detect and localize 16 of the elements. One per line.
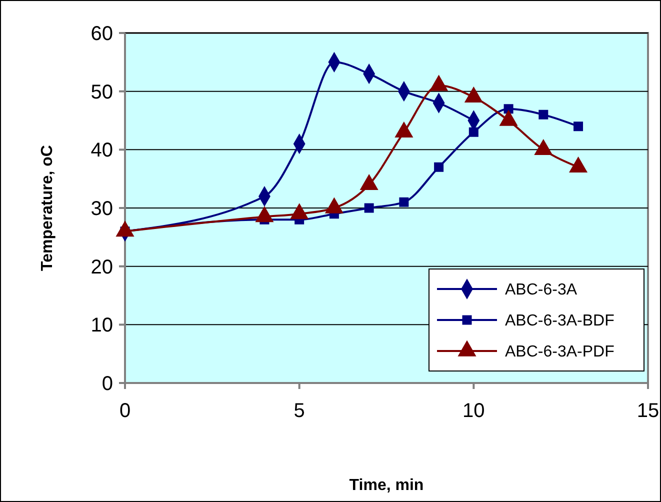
y-tick-label: 40 — [90, 140, 113, 162]
y-tick-label: 50 — [90, 81, 113, 104]
y-axis-title: Temperature, oC — [39, 144, 56, 271]
x-axis-title: Time, min — [349, 477, 424, 494]
x-tick-label: 10 — [462, 400, 485, 422]
legend-label: ABC-6-3A — [505, 282, 578, 299]
y-tick-label: 60 — [90, 23, 113, 45]
y-tick-label: 0 — [102, 373, 113, 395]
y-tick-label: 10 — [90, 314, 113, 337]
y-tick-label: 20 — [90, 256, 113, 278]
legend-label: ABC-6-3A-BDF — [505, 312, 615, 330]
x-tick-label: 0 — [119, 400, 131, 422]
legend-label: ABC-6-3A-PDF — [505, 344, 615, 361]
x-tick-label: 5 — [294, 400, 305, 422]
x-tick-label: 15 — [636, 400, 660, 422]
y-tick-label: 30 — [90, 198, 113, 220]
